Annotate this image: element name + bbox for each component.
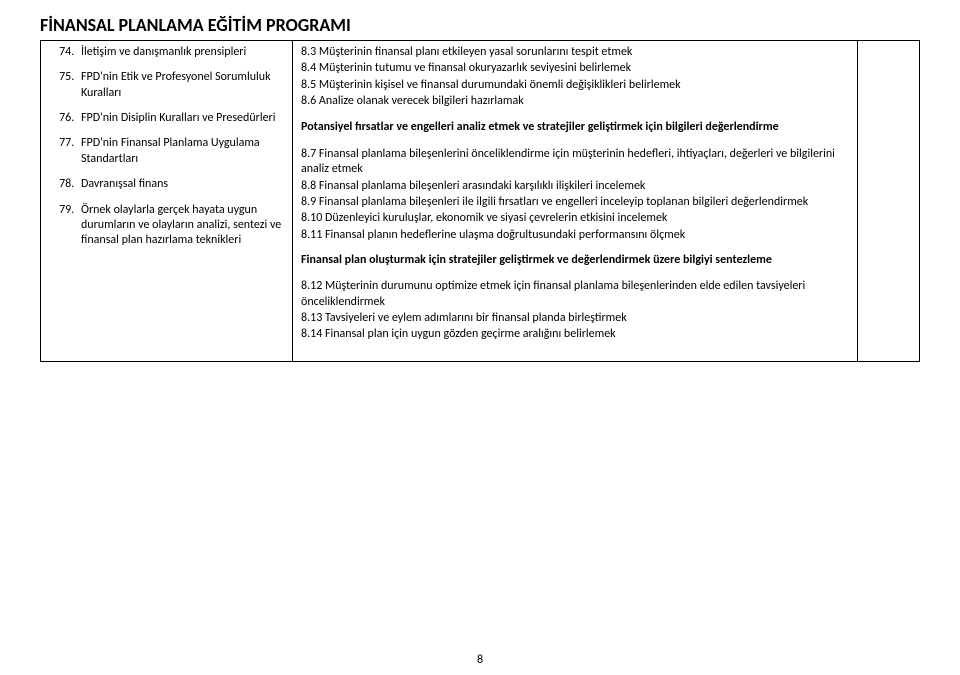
left-column: İletişim ve danışmanlık prensipleri FPD'n… bbox=[41, 41, 293, 362]
content-line: 8.6 Analize olanak verecek bilgileri haz… bbox=[301, 94, 849, 109]
section-3: Finansal plan oluşturmak için stratejile… bbox=[301, 253, 849, 343]
curriculum-item: İletişim ve danışmanlık prensipleri bbox=[77, 45, 284, 60]
section-2: Potansiyel fırsatlar ve engelleri analiz… bbox=[301, 120, 849, 243]
right-column bbox=[858, 41, 920, 362]
content-table: İletişim ve danışmanlık prensipleri FPD'n… bbox=[40, 40, 920, 362]
section-2-body: 8.7 Finansal planlama bileşenlerini önce… bbox=[301, 147, 849, 243]
content-line: 8.7 Finansal planlama bileşenlerini önce… bbox=[301, 147, 849, 178]
section-2-heading: Potansiyel fırsatlar ve engelleri analiz… bbox=[301, 120, 849, 135]
mid-intro-block: 8.3 Müşterinin finansal planı etkileyen … bbox=[301, 45, 849, 120]
curriculum-item: FPD'nin Etik ve Profesyonel Sorumluluk K… bbox=[77, 70, 284, 101]
document-page: FİNANSAL PLANLAMA EĞİTİM PROGRAMI İletiş… bbox=[0, 0, 960, 675]
content-line: 8.11 Finansal planın hedeflerine ulaşma … bbox=[301, 228, 849, 243]
curriculum-item: FPD'nin Finansal Planlama Uygulama Stand… bbox=[77, 136, 284, 167]
content-line: 8.8 Finansal planlama bileşenleri arasın… bbox=[301, 179, 849, 194]
page-title: FİNANSAL PLANLAMA EĞİTİM PROGRAMI bbox=[40, 14, 920, 36]
curriculum-item: FPD'nin Disiplin Kuralları ve Presedürle… bbox=[77, 111, 284, 126]
curriculum-item: Davranışsal finans bbox=[77, 177, 284, 192]
section-3-body: 8.12 Müşterinin durumunu optimize etmek … bbox=[301, 279, 849, 342]
section-3-heading: Finansal plan oluşturmak için stratejile… bbox=[301, 253, 849, 268]
content-line: 8.14 Finansal plan için uygun gözden geç… bbox=[301, 327, 849, 342]
content-line: 8.3 Müşterinin finansal planı etkileyen … bbox=[301, 45, 849, 60]
page-number: 8 bbox=[0, 653, 960, 667]
content-line: 8.12 Müşterinin durumunu optimize etmek … bbox=[301, 279, 849, 310]
content-line: 8.9 Finansal planlama bileşenleri ile il… bbox=[301, 195, 849, 210]
content-line: 8.4 Müşterinin tutumu ve finansal okurya… bbox=[301, 61, 849, 76]
middle-column: 8.3 Müşterinin finansal planı etkileyen … bbox=[293, 41, 858, 362]
curriculum-list: İletişim ve danışmanlık prensipleri FPD'n… bbox=[49, 45, 284, 249]
content-line: 8.13 Tavsiyeleri ve eylem adımlarını bir… bbox=[301, 311, 849, 326]
curriculum-item: Örnek olaylarla gerçek hayata uygun duru… bbox=[77, 203, 284, 249]
content-line: 8.10 Düzenleyici kuruluşlar, ekonomik ve… bbox=[301, 211, 849, 226]
content-line: 8.5 Müşterinin kişisel ve finansal durum… bbox=[301, 78, 849, 93]
